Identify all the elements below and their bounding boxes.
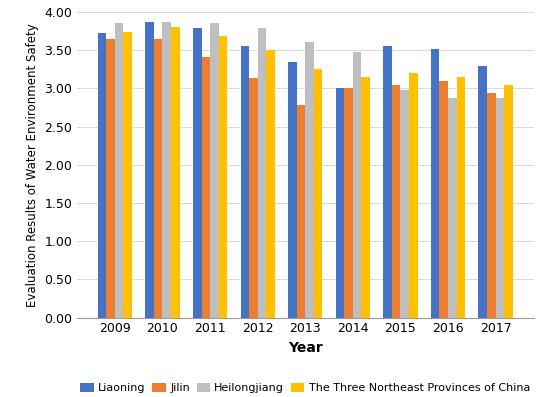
Bar (431, 49, 439, 318)
Bar (392, 85, 400, 318)
Bar (353, 52, 361, 318)
Bar (193, 28, 201, 318)
Bar (487, 93, 496, 318)
Bar (344, 89, 353, 318)
X-axis label: Year: Year (288, 341, 323, 355)
Bar (448, 98, 456, 318)
Bar (106, 39, 115, 318)
Bar (154, 39, 162, 318)
Bar (249, 78, 257, 318)
Bar (219, 36, 227, 318)
Bar (496, 98, 504, 318)
Bar (210, 23, 219, 318)
Bar (504, 85, 513, 318)
Bar (240, 46, 249, 318)
Bar (305, 42, 314, 318)
Bar (361, 77, 370, 318)
Bar (257, 28, 266, 318)
Bar (456, 77, 465, 318)
Bar (266, 50, 275, 318)
Bar (162, 22, 171, 318)
Bar (336, 89, 344, 318)
Bar (409, 73, 417, 318)
Bar (400, 90, 409, 318)
Bar (98, 33, 106, 318)
Bar (123, 32, 132, 318)
Bar (439, 81, 448, 318)
Bar (171, 27, 180, 318)
Bar (296, 105, 305, 318)
Bar (145, 22, 154, 318)
Bar (314, 69, 322, 318)
Bar (201, 57, 210, 318)
Bar (383, 46, 392, 318)
Bar (478, 66, 487, 318)
Bar (288, 62, 296, 318)
Legend: Liaoning, Jilin, Heilongjiang, The Three Northeast Provinces of China: Liaoning, Jilin, Heilongjiang, The Three… (76, 378, 535, 397)
Y-axis label: Evaluation Results of Water Environment Safety: Evaluation Results of Water Environment … (26, 23, 39, 306)
Bar (115, 23, 123, 318)
